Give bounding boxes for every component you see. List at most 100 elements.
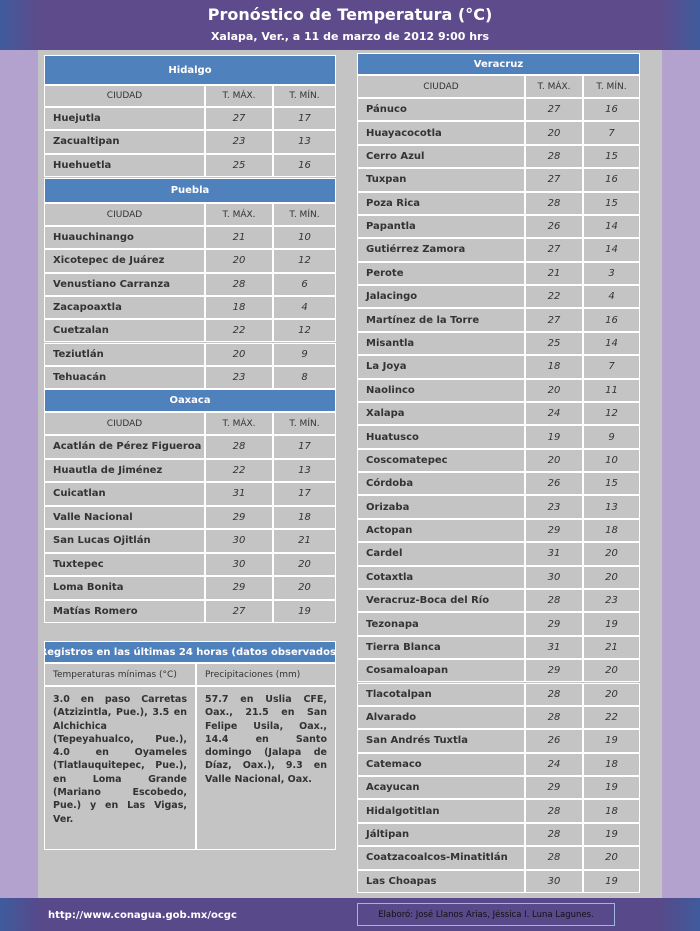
temp-cell: 4 <box>583 285 640 309</box>
temp-cell: 30 <box>205 529 273 553</box>
temp-cell: 7 <box>583 355 640 379</box>
temp-cell: 20 <box>583 565 640 589</box>
temp-cell: 20 <box>525 121 583 145</box>
temp-cell: 23 <box>525 495 583 519</box>
temp-cell: 16 <box>583 168 640 192</box>
temp-cell: 22 <box>583 705 640 730</box>
column-header: T. MÁX. <box>205 203 273 226</box>
temp-cell: 27 <box>525 308 583 332</box>
temp-cell: 13 <box>273 458 336 482</box>
temp-cell: 30 <box>525 869 583 893</box>
temp-cell: 19 <box>583 822 640 847</box>
city-cell: Huehuetla <box>44 153 205 177</box>
temp-cell: 24 <box>525 401 583 426</box>
column-header: T. MÍN. <box>273 412 336 435</box>
temp-cell: 20 <box>583 659 640 683</box>
temp-cell: 19 <box>583 776 640 800</box>
city-cell: Tehuacán <box>44 365 205 390</box>
temp-cell: 6 <box>273 272 336 296</box>
temp-cell: 16 <box>583 308 640 332</box>
temp-cell: 26 <box>525 472 583 496</box>
temp-cell: 20 <box>525 448 583 473</box>
temp-cell: 9 <box>583 425 640 449</box>
temp-cell: 28 <box>525 588 583 613</box>
temp-cell: 11 <box>583 378 640 402</box>
city-cell: Huatusco <box>357 425 525 449</box>
temp-cell: 22 <box>205 319 273 343</box>
city-cell: Xalapa <box>357 401 525 426</box>
temp-cell: 31 <box>525 635 583 660</box>
city-cell: Loma Bonita <box>44 576 205 600</box>
city-cell: Actopan <box>357 518 525 543</box>
temp-cell: 26 <box>525 214 583 239</box>
records-header: Temperaturas mínimas (°C) <box>44 663 196 686</box>
temp-cell: 28 <box>205 435 273 459</box>
temp-cell: 28 <box>525 846 583 870</box>
city-cell: Cuicatlan <box>44 482 205 506</box>
records-text: 57.7 en Uslia CFE, Oax., 21.5 en San Fel… <box>196 686 336 850</box>
temp-cell: 18 <box>205 295 273 320</box>
temp-cell: 29 <box>525 518 583 543</box>
temp-cell: 27 <box>205 107 273 131</box>
temp-cell: 9 <box>273 342 336 366</box>
temp-cell: 20 <box>205 249 273 273</box>
city-cell: Tezonapa <box>357 612 525 636</box>
city-cell: Valle Nacional <box>44 505 205 529</box>
city-cell: Gutiérrez Zamora <box>357 238 525 262</box>
column-header: CIUDAD <box>44 85 205 107</box>
temp-cell: 20 <box>273 576 336 600</box>
table-title: Puebla <box>44 178 336 203</box>
records-title: Registros en las últimas 24 horas (datos… <box>44 641 336 663</box>
city-cell: Jáltipan <box>357 822 525 847</box>
temp-cell: 28 <box>525 799 583 823</box>
page-subtitle: Xalapa, Ver., a 11 de marzo de 2012 9:00… <box>210 30 490 43</box>
temp-cell: 19 <box>273 599 336 623</box>
temp-cell: 15 <box>583 472 640 496</box>
city-cell: Huauchinango <box>44 226 205 250</box>
temp-cell: 28 <box>525 191 583 215</box>
column-header: CIUDAD <box>44 203 205 226</box>
temp-cell: 28 <box>525 682 583 706</box>
temp-cell: 30 <box>205 552 273 576</box>
temp-cell: 28 <box>525 705 583 730</box>
temp-cell: 28 <box>525 822 583 847</box>
temp-cell: 14 <box>583 331 640 356</box>
temp-cell: 29 <box>525 612 583 636</box>
temp-cell: 28 <box>205 272 273 296</box>
city-cell: Pánuco <box>357 98 525 122</box>
temp-cell: 23 <box>583 588 640 613</box>
temp-cell: 18 <box>583 518 640 543</box>
temp-cell: 31 <box>205 482 273 506</box>
temp-cell: 21 <box>205 226 273 250</box>
temp-cell: 29 <box>525 776 583 800</box>
records-header: Precipitaciones (mm) <box>196 663 336 686</box>
temp-cell: 29 <box>205 576 273 600</box>
city-cell: Coscomatepec <box>357 448 525 473</box>
temp-cell: 17 <box>273 107 336 131</box>
header-band <box>0 0 700 50</box>
city-cell: Poza Rica <box>357 191 525 215</box>
temp-cell: 30 <box>525 565 583 589</box>
city-cell: Matías Romero <box>44 599 205 623</box>
temp-cell: 22 <box>525 285 583 309</box>
city-cell: Tlacotalpan <box>357 682 525 706</box>
temp-cell: 28 <box>525 144 583 169</box>
city-cell: Tierra Blanca <box>357 635 525 660</box>
city-cell: Acatlán de Pérez Figueroa <box>44 435 205 459</box>
temp-cell: 21 <box>525 261 583 286</box>
column-header: T. MÁX. <box>525 75 583 98</box>
temp-cell: 29 <box>205 505 273 529</box>
temp-cell: 8 <box>273 365 336 390</box>
temp-cell: 19 <box>583 612 640 636</box>
temp-cell: 22 <box>205 458 273 482</box>
temp-cell: 16 <box>583 98 640 122</box>
column-header: T. MÍN. <box>273 85 336 107</box>
page-title: Pronóstico de Temperatura (°C) <box>207 5 493 24</box>
city-cell: Hidalgotitlan <box>357 799 525 823</box>
city-cell: Xicotepec de Juárez <box>44 249 205 273</box>
temp-cell: 19 <box>583 729 640 753</box>
temp-cell: 27 <box>525 168 583 192</box>
city-cell: Martínez de la Torre <box>357 308 525 332</box>
column-header: CIUDAD <box>44 412 205 435</box>
city-cell: Venustiano Carranza <box>44 272 205 296</box>
